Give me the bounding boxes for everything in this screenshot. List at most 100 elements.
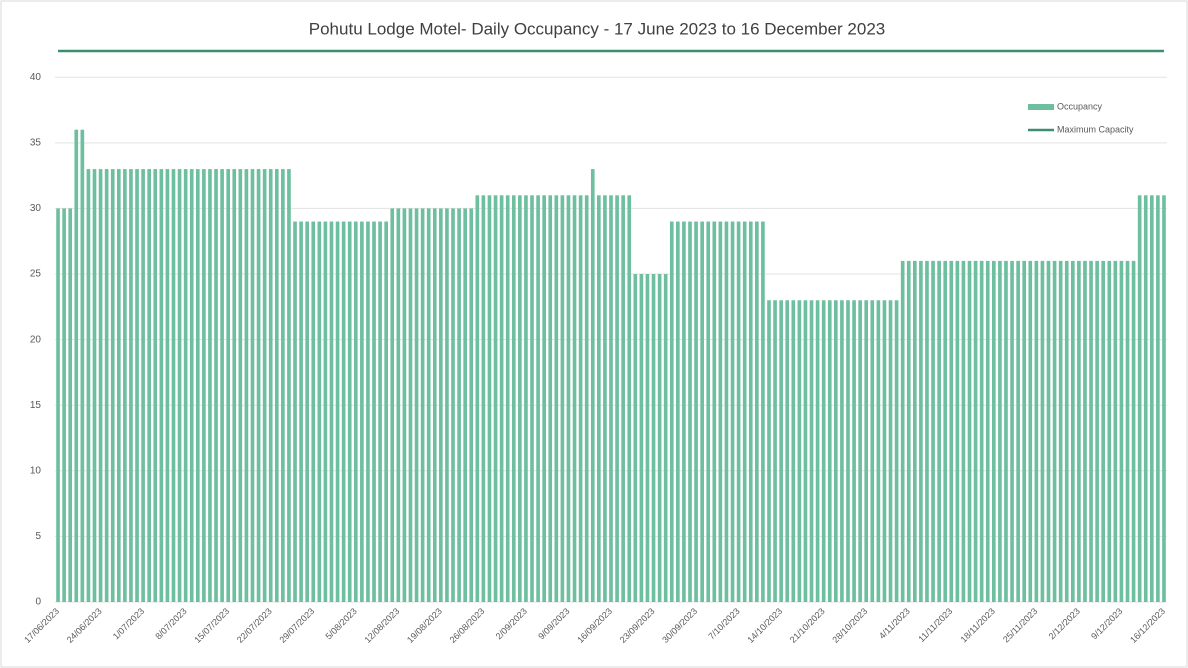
bar <box>493 195 498 603</box>
bar <box>1131 260 1136 602</box>
bar <box>214 169 218 603</box>
bar <box>341 221 346 603</box>
bar <box>1022 260 1027 602</box>
bar <box>773 300 777 602</box>
legend-label: Occupancy <box>1057 101 1103 111</box>
bar <box>250 169 255 603</box>
bar <box>748 221 753 603</box>
bar <box>1077 260 1081 602</box>
bar <box>360 221 364 603</box>
bar <box>682 221 686 603</box>
bar <box>1016 260 1020 602</box>
bar <box>900 260 905 602</box>
bar <box>505 195 510 603</box>
bar <box>384 221 388 603</box>
bar <box>457 208 461 602</box>
bar <box>821 300 826 602</box>
bar <box>578 195 583 603</box>
bar <box>712 221 717 603</box>
chart-title: Pohutu Lodge Motel- Daily Occupancy - 17… <box>309 19 885 38</box>
bar <box>390 208 395 602</box>
bar <box>171 169 176 603</box>
bar <box>1046 260 1051 602</box>
bar <box>317 221 322 603</box>
bar <box>864 300 869 602</box>
bar <box>767 300 771 602</box>
bar <box>542 195 546 603</box>
bar <box>815 300 820 602</box>
bar <box>645 274 650 602</box>
y-tick-label: 20 <box>30 334 42 345</box>
bar <box>797 300 802 602</box>
bar <box>1040 260 1045 602</box>
bar <box>706 221 711 603</box>
bar <box>110 169 115 603</box>
bar <box>590 169 595 603</box>
bar <box>426 208 431 602</box>
bar <box>1143 195 1148 603</box>
bar <box>931 260 935 602</box>
bar <box>1095 260 1099 602</box>
bar <box>432 208 437 602</box>
bar <box>177 169 182 603</box>
bar <box>347 221 352 603</box>
bar <box>1125 260 1130 602</box>
bar <box>372 221 376 603</box>
y-tick-label: 25 <box>30 269 42 280</box>
y-tick-label: 15 <box>30 400 42 411</box>
bar <box>129 169 133 603</box>
bar <box>408 208 413 602</box>
bar <box>1028 260 1033 602</box>
bar <box>1058 260 1063 602</box>
bar <box>335 221 340 603</box>
bar <box>202 169 206 603</box>
bar <box>554 195 559 603</box>
bar <box>396 208 401 602</box>
bar <box>299 221 303 603</box>
bar <box>481 195 486 603</box>
bar <box>208 169 212 603</box>
bar <box>888 300 893 602</box>
y-tick-label: 10 <box>30 465 42 476</box>
bar <box>1004 260 1008 602</box>
bar <box>876 300 881 602</box>
bar <box>68 208 73 602</box>
bar <box>165 169 170 603</box>
bar <box>536 195 540 603</box>
bar <box>688 221 692 603</box>
bar <box>1101 260 1106 602</box>
bar <box>639 274 644 602</box>
bar <box>56 208 60 602</box>
bar <box>991 260 996 602</box>
bar <box>159 169 164 603</box>
bar <box>86 169 91 603</box>
bar <box>870 300 875 602</box>
bar <box>852 300 856 602</box>
bar <box>827 300 832 602</box>
bar <box>518 195 522 603</box>
bar <box>499 195 504 603</box>
bar <box>141 169 145 603</box>
bar <box>238 169 243 603</box>
legend-label: Maximum Capacity <box>1057 124 1134 134</box>
bar <box>475 195 480 603</box>
bar <box>913 260 917 602</box>
bar <box>1113 260 1118 602</box>
bar <box>694 221 698 603</box>
bar <box>858 300 862 602</box>
bar <box>1070 260 1075 602</box>
y-tick-label: 0 <box>35 597 41 608</box>
bar <box>597 195 601 603</box>
bar <box>195 169 200 603</box>
bar <box>560 195 565 603</box>
bar <box>1010 260 1014 602</box>
bar <box>955 260 960 602</box>
bar <box>287 169 291 603</box>
y-tick-label: 5 <box>35 531 41 542</box>
bar <box>1162 195 1166 603</box>
bar <box>135 169 139 603</box>
bar <box>785 300 790 602</box>
bar <box>584 195 589 603</box>
bar <box>189 169 194 603</box>
bar <box>329 221 334 603</box>
